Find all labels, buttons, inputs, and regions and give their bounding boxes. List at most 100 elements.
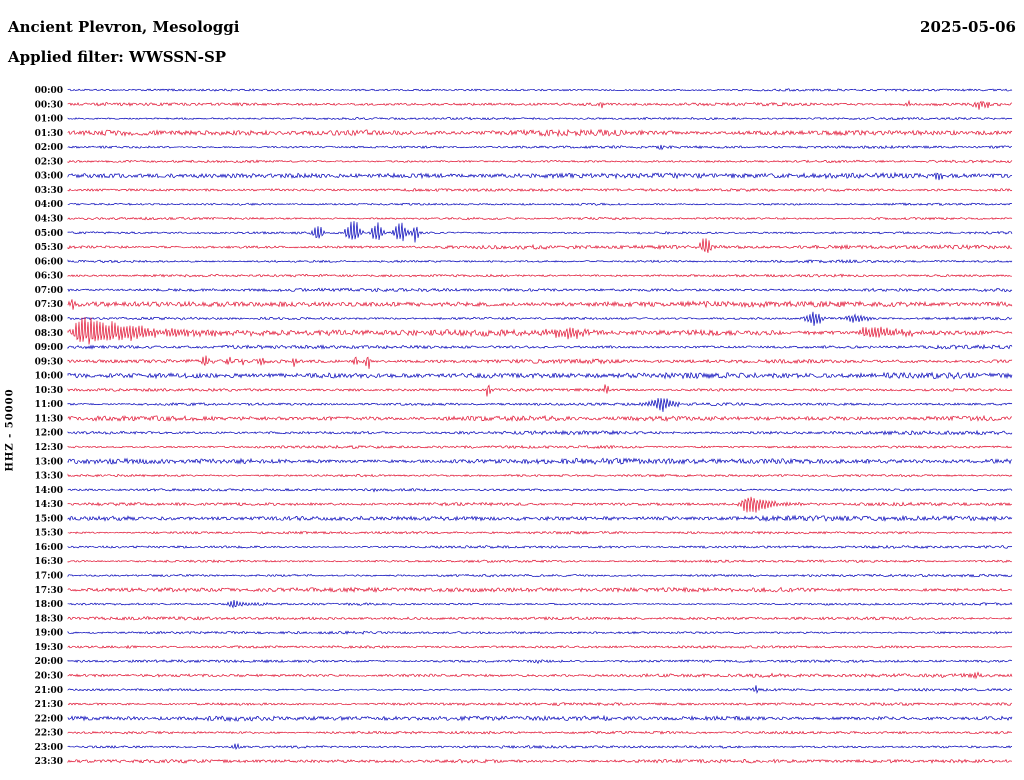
time-label-19:00: 19:00 [35, 629, 63, 639]
trace-row-15:00 [67, 514, 1013, 523]
time-label-15:00: 15:00 [35, 514, 63, 524]
record-date: 2025-05-06 [920, 18, 1016, 36]
time-label-13:00: 13:00 [35, 457, 63, 467]
trace-row-22:00 [67, 714, 1013, 723]
trace-row-13:30 [67, 473, 1013, 478]
time-label-05:30: 05:30 [35, 243, 63, 253]
time-label-04:00: 04:00 [35, 200, 63, 210]
trace-row-19:00 [67, 630, 1013, 635]
trace-row-01:00 [67, 116, 1013, 121]
trace-row-06:00 [67, 258, 1013, 264]
trace-row-11:00 [67, 398, 1013, 412]
time-label-02:30: 02:30 [35, 157, 63, 167]
time-label-13:30: 13:30 [35, 472, 63, 482]
trace-row-00:00 [67, 88, 1013, 92]
time-label-23:30: 23:30 [35, 757, 63, 767]
trace-row-07:00 [67, 287, 1013, 293]
time-label-09:30: 09:30 [35, 357, 63, 367]
trace-row-05:00 [67, 221, 1013, 243]
time-label-08:00: 08:00 [35, 314, 63, 324]
time-label-12:30: 12:30 [35, 443, 63, 453]
trace-row-12:30 [67, 444, 1013, 450]
time-label-18:00: 18:00 [35, 600, 63, 610]
time-label-20:30: 20:30 [35, 671, 63, 681]
trace-row-20:00 [67, 659, 1013, 665]
time-label-09:00: 09:00 [35, 343, 63, 353]
time-label-14:30: 14:30 [35, 500, 63, 510]
trace-row-19:30 [67, 644, 1013, 649]
applied-filter-label: Applied filter: WWSSN-SP [8, 48, 227, 66]
trace-row-17:00 [67, 573, 1013, 578]
time-label-22:00: 22:00 [35, 714, 63, 724]
trace-row-05:30 [67, 238, 1013, 253]
time-label-14:00: 14:00 [35, 486, 63, 496]
trace-row-13:00 [67, 457, 1013, 465]
time-label-07:30: 07:30 [35, 300, 63, 310]
trace-row-08:00 [67, 311, 1013, 326]
time-label-02:00: 02:00 [35, 143, 63, 153]
time-label-21:00: 21:00 [35, 686, 63, 696]
time-label-17:00: 17:00 [35, 572, 63, 582]
time-label-18:30: 18:30 [35, 614, 63, 624]
trace-row-06:30 [67, 273, 1012, 278]
time-label-15:30: 15:30 [35, 529, 63, 539]
trace-row-09:00 [67, 343, 1013, 350]
time-label-22:30: 22:30 [35, 729, 63, 739]
trace-row-16:00 [67, 544, 1013, 549]
time-label-10:00: 10:00 [35, 372, 63, 382]
trace-row-09:30 [67, 355, 1013, 369]
time-label-16:30: 16:30 [35, 557, 63, 567]
trace-row-04:00 [67, 202, 1013, 207]
trace-row-03:00 [67, 171, 1013, 181]
trace-row-04:30 [67, 216, 1013, 221]
trace-row-17:30 [67, 586, 1013, 593]
time-label-12:00: 12:00 [35, 429, 63, 439]
trace-row-23:00 [67, 742, 1013, 751]
trace-row-21:00 [67, 685, 1013, 695]
time-label-21:30: 21:30 [35, 700, 63, 710]
time-label-19:30: 19:30 [35, 643, 63, 653]
time-label-01:00: 01:00 [35, 115, 63, 125]
time-label-20:00: 20:00 [35, 657, 63, 667]
time-label-11:00: 11:00 [35, 400, 63, 410]
time-label-23:00: 23:00 [35, 743, 63, 753]
time-label-10:30: 10:30 [35, 386, 63, 396]
time-label-03:00: 03:00 [35, 172, 63, 182]
trace-row-10:00 [67, 371, 1013, 380]
trace-row-02:30 [67, 159, 1013, 164]
time-label-16:00: 16:00 [35, 543, 63, 553]
time-label-11:30: 11:30 [35, 414, 63, 424]
trace-row-14:00 [67, 487, 1013, 493]
trace-row-14:30 [67, 496, 1013, 513]
time-label-00:30: 00:30 [35, 100, 63, 110]
station-title: Ancient Plevron, Mesologgi [8, 18, 240, 36]
trace-row-18:30 [67, 615, 1013, 621]
time-label-06:30: 06:30 [35, 272, 63, 282]
trace-row-21:30 [67, 702, 1013, 707]
trace-row-02:00 [67, 144, 1013, 151]
trace-row-12:00 [67, 429, 1013, 436]
trace-row-22:30 [67, 730, 1013, 735]
time-label-04:30: 04:30 [35, 215, 63, 225]
time-label-17:30: 17:30 [35, 586, 63, 596]
time-label-00:00: 00:00 [35, 86, 63, 96]
trace-row-23:30 [67, 758, 1013, 764]
trace-row-16:30 [67, 559, 1013, 564]
trace-row-20:30 [67, 671, 1013, 680]
trace-row-15:30 [67, 530, 1013, 535]
time-label-01:30: 01:30 [35, 129, 63, 139]
time-label-06:00: 06:00 [35, 257, 63, 267]
trace-row-00:30 [67, 99, 1013, 110]
trace-row-01:30 [67, 128, 1013, 138]
time-label-08:30: 08:30 [35, 329, 63, 339]
time-label-07:00: 07:00 [35, 286, 63, 296]
trace-row-11:30 [67, 414, 1013, 423]
trace-row-03:30 [67, 187, 1013, 193]
trace-row-08:30 [67, 316, 1013, 345]
trace-row-18:00 [67, 599, 1013, 609]
time-label-03:30: 03:30 [35, 186, 63, 196]
trace-row-10:30 [67, 384, 1013, 397]
trace-row-07:30 [67, 299, 1013, 310]
